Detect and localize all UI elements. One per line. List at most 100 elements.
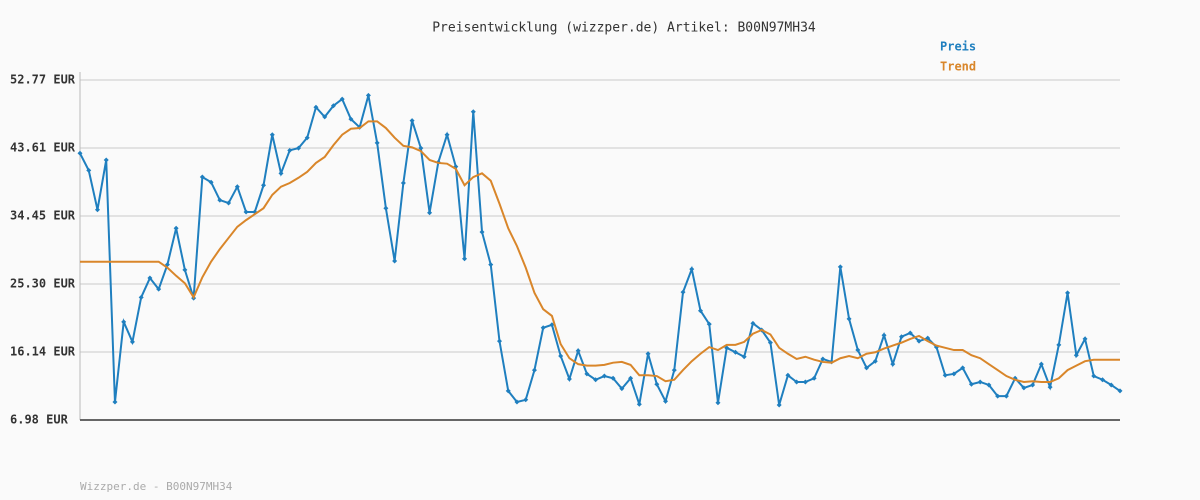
point-marker (173, 225, 179, 231)
point-marker (794, 379, 800, 385)
point-marker (1038, 361, 1044, 367)
point-marker (610, 375, 616, 381)
point-marker (671, 367, 677, 373)
point-marker (496, 338, 502, 344)
point-marker (365, 92, 371, 98)
point-marker (584, 371, 590, 377)
point-marker (698, 308, 704, 314)
point-marker (374, 140, 380, 146)
point-marker (531, 367, 537, 373)
point-marker (278, 170, 284, 176)
point-marker (907, 330, 913, 336)
point-marker (383, 205, 389, 211)
point-marker (322, 114, 328, 120)
point-marker (855, 347, 861, 353)
point-marker (1108, 382, 1114, 388)
point-marker (1117, 388, 1123, 394)
point-marker (628, 375, 634, 381)
point-marker (479, 229, 485, 235)
point-marker (400, 180, 406, 186)
point-marker (269, 132, 275, 138)
point-marker (77, 150, 83, 156)
y-tick-label: 6.98 EUR (10, 413, 69, 427)
chart-title: Preisentwicklung (wizzper.de) Artikel: B… (432, 21, 816, 36)
point-marker (1082, 336, 1088, 342)
point-marker (505, 388, 511, 394)
point-marker (820, 356, 826, 362)
y-tick-label: 43.61 EUR (10, 141, 76, 155)
point-marker (348, 116, 354, 122)
point-marker (147, 275, 153, 281)
point-marker (409, 118, 415, 124)
footer: Wizzper.de - B00N97MH34 (80, 480, 233, 493)
point-marker (750, 320, 756, 326)
point-marker (951, 371, 957, 377)
y-tick-label: 16.14 EUR (10, 344, 76, 358)
point-marker (732, 349, 738, 355)
point-marker (94, 207, 100, 213)
point-marker (654, 381, 660, 387)
point-marker (811, 375, 817, 381)
point-marker (86, 167, 92, 173)
point-marker (199, 174, 205, 180)
legend-entry: Trend (940, 60, 976, 74)
point-marker (881, 332, 887, 338)
point-marker (619, 386, 625, 392)
point-marker (566, 376, 572, 382)
point-marker (339, 96, 345, 102)
point-marker (1003, 393, 1009, 399)
point-marker (295, 145, 301, 151)
point-marker (418, 145, 424, 151)
legend-entry: Preis (940, 40, 976, 54)
point-marker (1056, 342, 1062, 348)
point-marker (1065, 290, 1071, 296)
point-marker (995, 393, 1001, 399)
point-marker (243, 209, 249, 215)
point-marker (488, 262, 494, 268)
point-marker (706, 321, 712, 327)
point-marker (313, 104, 319, 110)
point-marker (680, 289, 686, 295)
point-marker (802, 379, 808, 385)
point-marker (1030, 382, 1036, 388)
point-marker (636, 401, 642, 407)
point-marker (1091, 373, 1097, 379)
point-marker (715, 400, 721, 406)
point-marker (741, 354, 747, 360)
point-marker (1047, 384, 1053, 390)
point-marker (593, 377, 599, 383)
point-marker (864, 365, 870, 371)
point-marker (968, 381, 974, 387)
point-marker (872, 358, 878, 364)
point-marker (1100, 377, 1106, 383)
point-marker (689, 266, 695, 272)
point-marker (1073, 352, 1079, 358)
point-marker (208, 179, 214, 185)
point-marker (540, 325, 546, 331)
point-marker (103, 157, 109, 163)
point-marker (960, 365, 966, 371)
point-marker (558, 353, 564, 359)
point-marker (837, 264, 843, 270)
point-marker (514, 399, 520, 405)
point-marker (601, 373, 607, 379)
point-marker (986, 382, 992, 388)
point-marker (330, 103, 336, 109)
point-marker (663, 398, 669, 404)
point-marker (129, 339, 135, 345)
point-marker (785, 372, 791, 378)
point-marker (112, 399, 118, 405)
point-marker (234, 184, 240, 190)
point-marker (444, 132, 450, 138)
point-marker (977, 379, 983, 385)
point-marker (304, 135, 310, 141)
point-marker (462, 256, 468, 262)
point-marker (182, 267, 188, 273)
point-marker (287, 147, 293, 153)
point-marker (890, 361, 896, 367)
point-marker (226, 200, 232, 206)
point-marker (121, 319, 127, 325)
point-marker (1021, 385, 1027, 391)
